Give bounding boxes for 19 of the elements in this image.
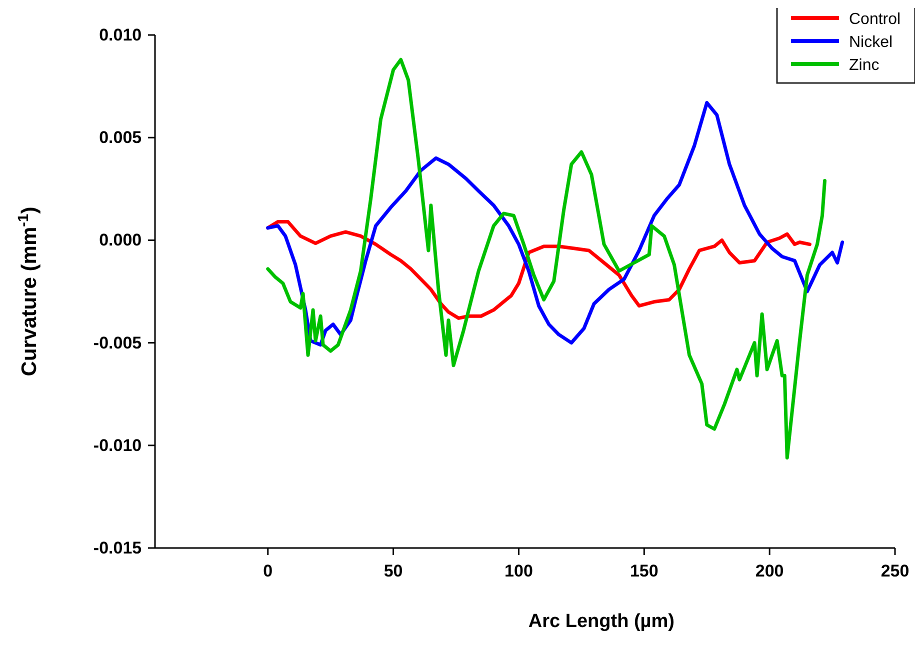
legend-label: Control [849, 11, 901, 28]
y-tick-label: -0.010 [93, 436, 142, 455]
y-tick-label: 0.010 [99, 25, 142, 44]
line-series [266, 100, 844, 347]
y-tick-label: 0.005 [99, 128, 142, 148]
x-tick-label: 200 [755, 562, 784, 581]
y-tick-label: -0.005 [93, 333, 142, 352]
x-axis-title: Arc Length (µm) [528, 611, 674, 632]
x-tick-label: 250 [880, 562, 910, 581]
line-series [266, 220, 812, 320]
x-tick-label: 100 [504, 562, 533, 581]
legend-label: Zinc [849, 57, 880, 74]
x-tick-label: 150 [630, 562, 658, 581]
line-series [266, 58, 827, 460]
x-tick-label: 50 [384, 562, 403, 581]
x-tick-label: 0 [263, 562, 273, 581]
legend-label: Nickel [849, 34, 893, 51]
y-tick-label: 0.000 [99, 230, 142, 250]
y-tick-label: -0.015 [93, 538, 142, 558]
